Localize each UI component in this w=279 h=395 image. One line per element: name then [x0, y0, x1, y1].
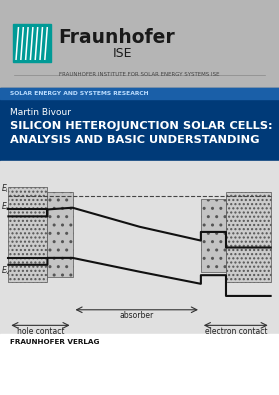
Text: Martin Bivour: Martin Bivour [10, 108, 71, 117]
Bar [226, 192, 271, 282]
Bar [0, 161, 279, 334]
Text: SILICON HETEROJUNCTION SOLAR CELLS:: SILICON HETEROJUNCTION SOLAR CELLS: [10, 121, 273, 131]
Text: $E_{\rm i}$: $E_{\rm i}$ [1, 182, 9, 195]
Text: FRAUNHOFER VERLAG: FRAUNHOFER VERLAG [10, 339, 100, 345]
Text: ANALYSIS AND BASIC UNDERSTANDING: ANALYSIS AND BASIC UNDERSTANDING [10, 135, 259, 145]
Text: absorber: absorber [120, 311, 154, 320]
Bar [0, 88, 279, 161]
Text: electron contact: electron contact [205, 327, 267, 336]
Text: hole contact: hole contact [17, 327, 64, 336]
Bar [13, 24, 51, 62]
Bar [8, 187, 47, 282]
Text: $E_{\rm c}$: $E_{\rm c}$ [1, 200, 11, 213]
Bar [0, 0, 279, 88]
Bar [73, 182, 201, 308]
Text: Fraunhofer: Fraunhofer [58, 28, 175, 47]
Bar [0, 88, 279, 99]
Text: ISE: ISE [113, 47, 133, 60]
Text: FRAUNHOFER INSTITUTE FOR SOLAR ENERGY SYSTEMS ISE: FRAUNHOFER INSTITUTE FOR SOLAR ENERGY SY… [59, 72, 219, 77]
Text: $E_{\rm v}$: $E_{\rm v}$ [1, 265, 11, 277]
Text: SOLAR ENERGY AND SYSTEMS RESEARCH: SOLAR ENERGY AND SYSTEMS RESEARCH [10, 91, 148, 96]
Bar [47, 192, 73, 277]
Bar [201, 199, 226, 272]
Bar [0, 334, 279, 395]
